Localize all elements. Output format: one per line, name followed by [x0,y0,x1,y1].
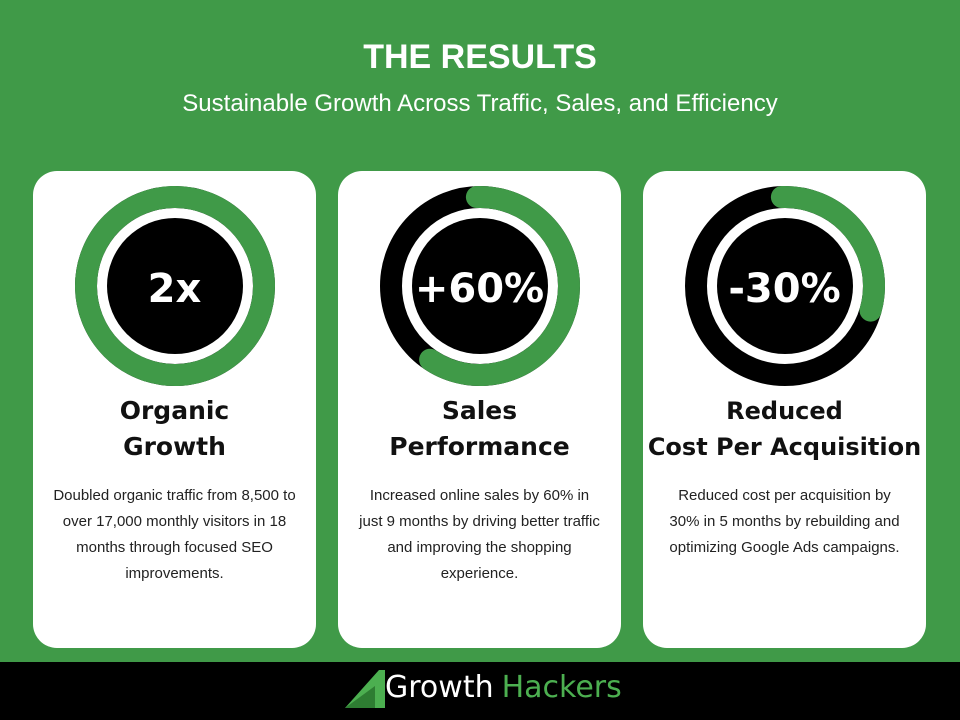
growth-arrow-icon [345,670,385,708]
ring-center [107,218,243,354]
result-value: 2x [147,266,202,312]
result-value: -30% [728,266,841,312]
progress-ring [685,186,885,386]
card-heading: Sales Performance [389,396,570,461]
card-heading: Reduced Cost Per Acquisition [647,397,922,461]
card-description: Reduced cost per acquisition by 30% in 5… [669,487,900,556]
footer-bar [0,662,960,720]
page-subtitle: Sustainable Growth Across Traffic, Sales… [182,90,778,117]
ring-center [717,218,853,354]
result-card-cost-per-acquisition: -30% Reduced Cost Per Acquisition Reduced… [643,171,926,648]
ring-center [412,218,548,354]
progress-ring [380,186,580,386]
growth-hackers-logo: Growth Hackers [345,666,622,710]
card-heading: Organic Growth [119,396,230,461]
ring-progress-arc [380,186,580,386]
result-card-sales-performance: +60% Sales Performance Increased online s… [338,171,621,648]
card-description: Doubled organic traffic from 8,500 to ov… [53,487,296,582]
ring-progress-arc [74,186,275,386]
result-value: +60% [414,266,545,312]
page-title: THE RESULTS [363,38,597,76]
ring-progress-arc [685,186,885,386]
progress-ring [74,186,275,386]
result-card-organic-growth: 2x Organic Growth Doubled organic traffic… [33,171,316,648]
card-description: Increased online sales by 60% in just 9 … [359,487,600,582]
